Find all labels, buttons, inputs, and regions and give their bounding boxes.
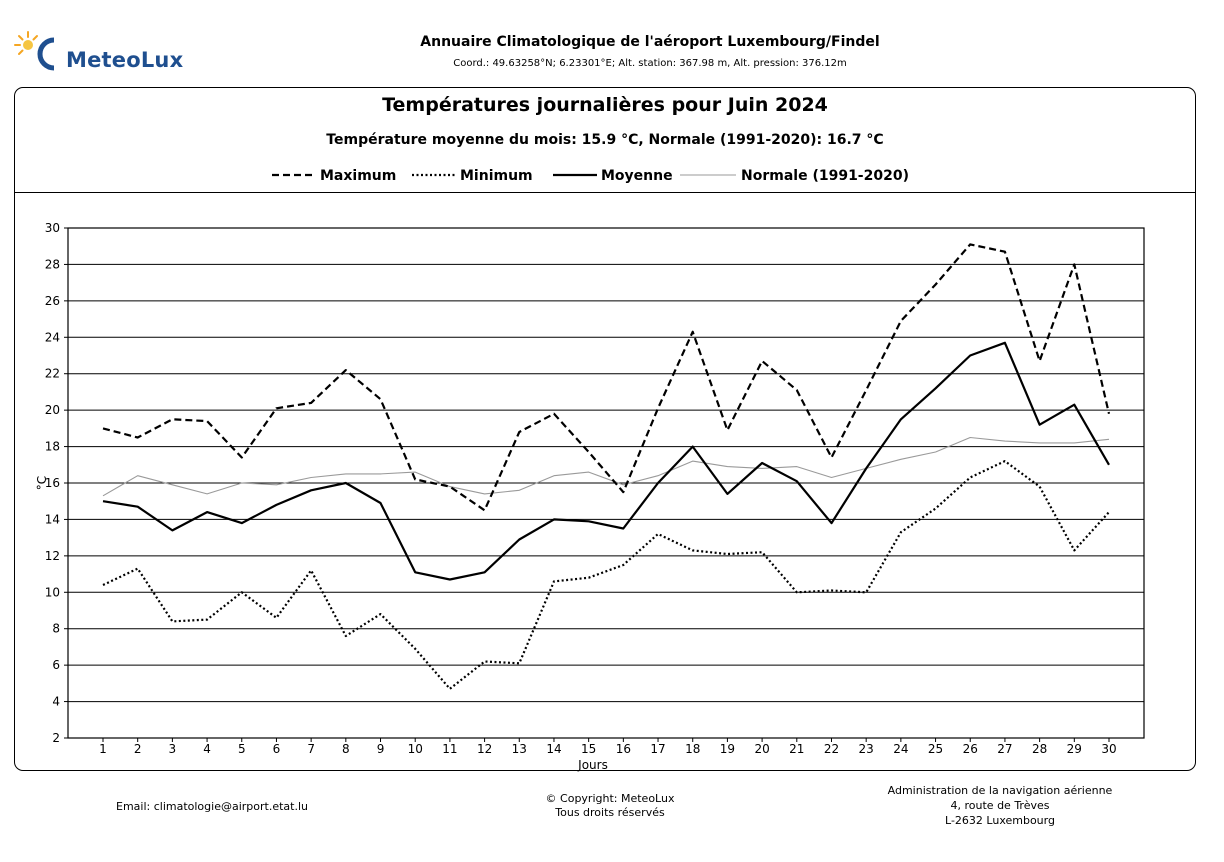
x-tick-label-5: 5 (238, 742, 246, 756)
x-tick-label-26: 26 (963, 742, 978, 756)
x-tick-label-22: 22 (824, 742, 839, 756)
x-tick-label-15: 15 (581, 742, 596, 756)
x-tick-label-7: 7 (307, 742, 315, 756)
admin-name: Administration de la navigation aérienne (887, 784, 1113, 797)
copyright: © Copyright: MeteoLux Tous droits réserv… (520, 792, 700, 820)
copyright-line: © Copyright: MeteoLux (545, 792, 675, 805)
x-tick-label-25: 25 (928, 742, 943, 756)
station-coordinates: Coord.: 49.63258°N; 6.23301°E; Alt. stat… (453, 58, 847, 69)
y-tick-label-16: 16 (45, 476, 60, 490)
x-tick-label-20: 20 (754, 742, 769, 756)
x-tick-label-12: 12 (477, 742, 492, 756)
y-tick-label-20: 20 (45, 403, 60, 417)
y-tick-label-12: 12 (45, 549, 60, 563)
x-tick-label-2: 2 (134, 742, 142, 756)
legend-label-minimum: Minimum (460, 168, 533, 184)
x-tick-label-14: 14 (546, 742, 561, 756)
x-tick-label-19: 19 (720, 742, 735, 756)
y-tick-label-28: 28 (45, 257, 60, 271)
x-tick-label-24: 24 (893, 742, 908, 756)
y-axis-label: °C (35, 476, 49, 490)
contact-email: Email: climatologie@airport.etat.lu (116, 800, 308, 813)
chart-subtitle: Température moyenne du mois: 15.9 °C, No… (326, 132, 884, 148)
series-line-minimum (102, 460, 1110, 690)
y-tick-label-18: 18 (45, 440, 60, 454)
legend-label-normale-1991-2020: Normale (1991-2020) (741, 168, 909, 184)
rights-line: Tous droits réservés (555, 806, 665, 819)
y-tick-label-6: 6 (52, 658, 60, 672)
y-tick-label-14: 14 (45, 512, 60, 526)
x-tick-label-1: 1 (99, 742, 107, 756)
x-tick-label-11: 11 (442, 742, 457, 756)
x-tick-label-3: 3 (169, 742, 177, 756)
y-tick-label-8: 8 (52, 622, 60, 636)
chart-title: Températures journalières pour Juin 2024 (382, 94, 828, 116)
x-tick-label-13: 13 (512, 742, 527, 756)
x-tick-label-21: 21 (789, 742, 804, 756)
logo-text: MeteoLux (66, 48, 184, 72)
administration-address: Administration de la navigation aérienne… (870, 783, 1130, 828)
x-tick-label-6: 6 (273, 742, 281, 756)
y-tick-label-30: 30 (45, 221, 60, 235)
x-tick-label-29: 29 (1067, 742, 1082, 756)
series-line-normale-1991-2020 (102, 436, 1110, 497)
x-tick-label-10: 10 (408, 742, 423, 756)
meteolux-logo: MeteoLux (14, 28, 184, 78)
y-tick-label-10: 10 (45, 585, 60, 599)
x-tick-label-18: 18 (685, 742, 700, 756)
series-line-maximum (102, 243, 1111, 512)
admin-street: 4, route de Trèves (950, 799, 1050, 812)
station-title: Annuaire Climatologique de l'aéroport Lu… (420, 34, 880, 50)
x-tick-label-23: 23 (859, 742, 874, 756)
series-line-moyenne (102, 341, 1110, 581)
x-tick-label-17: 17 (650, 742, 665, 756)
y-tick-label-2: 2 (52, 731, 60, 745)
x-tick-label-9: 9 (377, 742, 385, 756)
x-tick-label-8: 8 (342, 742, 350, 756)
x-tick-label-27: 27 (997, 742, 1012, 756)
x-tick-label-28: 28 (1032, 742, 1047, 756)
x-tick-label-30: 30 (1101, 742, 1116, 756)
plot-area (67, 227, 1145, 739)
y-tick-label-24: 24 (45, 330, 60, 344)
x-axis-label: Jours (577, 758, 608, 772)
header-separator (14, 192, 1196, 193)
y-tick-label-4: 4 (52, 695, 60, 709)
admin-city: L-2632 Luxembourg (945, 814, 1055, 827)
chart-frame (14, 87, 1196, 771)
legend-label-moyenne: Moyenne (601, 168, 673, 184)
y-tick-label-26: 26 (45, 294, 60, 308)
x-tick-label-4: 4 (203, 742, 211, 756)
x-tick-label-16: 16 (616, 742, 631, 756)
legend-label-maximum: Maximum (320, 168, 396, 184)
sun-icon (14, 31, 55, 71)
y-tick-label-22: 22 (45, 367, 60, 381)
